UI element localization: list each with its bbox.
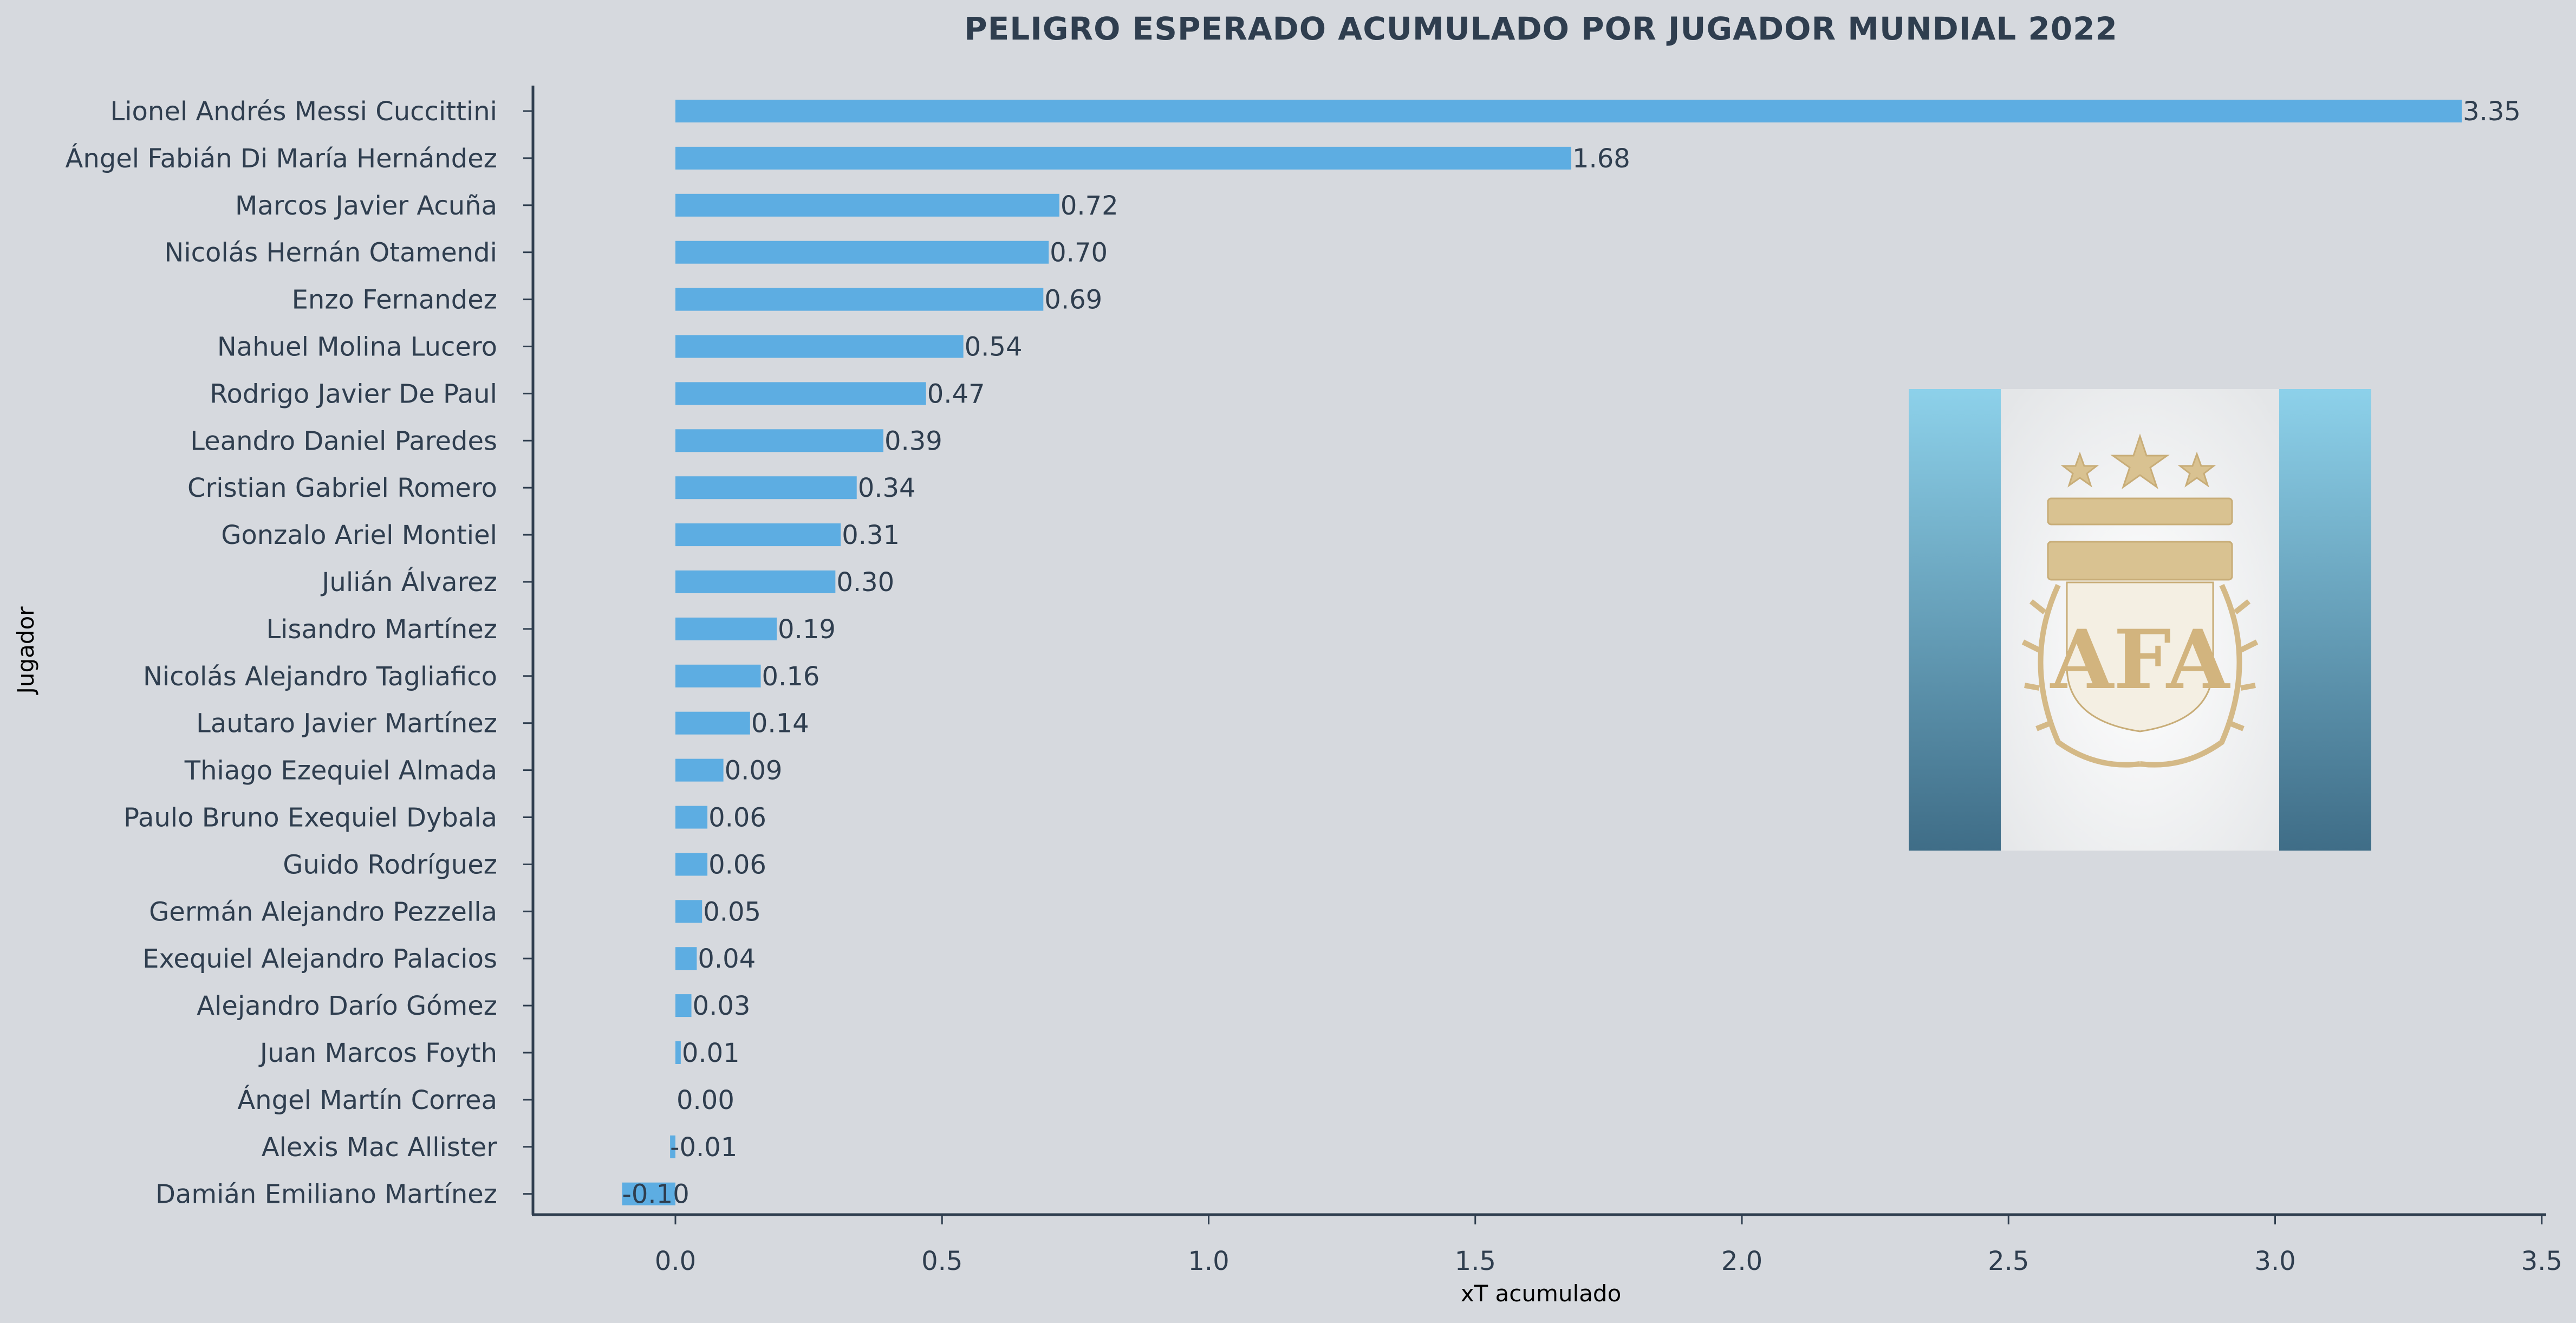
y-axis-label: Jugador bbox=[12, 606, 39, 696]
bar bbox=[675, 664, 761, 688]
chart-title: PELIGRO ESPERADO ACUMULADO POR JUGADOR M… bbox=[964, 10, 2118, 47]
bar bbox=[675, 241, 1049, 264]
category-label: Alejandro Darío Gómez bbox=[197, 991, 497, 1021]
bar-value-label: 0.06 bbox=[708, 803, 766, 833]
bar-value-label: 0.14 bbox=[751, 709, 809, 739]
category-label: Enzo Fernandez bbox=[292, 285, 497, 315]
category-label: Exequiel Alejandro Palacios bbox=[142, 944, 497, 974]
x-tick-label: 0.5 bbox=[921, 1246, 962, 1276]
category-label: Lisandro Martínez bbox=[266, 614, 497, 645]
bar bbox=[675, 806, 708, 829]
bar bbox=[675, 711, 750, 735]
category-label: Nahuel Molina Lucero bbox=[217, 332, 497, 362]
bar-value-label: 0.16 bbox=[762, 662, 820, 692]
category-label: Ángel Fabián Di María Hernández bbox=[66, 143, 497, 174]
bar-value-label: 0.05 bbox=[703, 897, 761, 927]
bar-value-label: 0.06 bbox=[708, 849, 766, 880]
category-label: Cristian Gabriel Romero bbox=[187, 473, 497, 503]
category-label: Ángel Martín Correa bbox=[237, 1085, 497, 1116]
bar bbox=[675, 146, 1571, 170]
category-label: Marcos Javier Acuña bbox=[235, 191, 497, 221]
bar bbox=[675, 900, 702, 923]
x-ticks-group: 0.0 0.5 1.0 1.5 2.0 2.5 3.0 3.5 bbox=[655, 1216, 2562, 1276]
bar bbox=[675, 335, 964, 358]
bar-value-label: 0.30 bbox=[836, 567, 894, 598]
bar bbox=[675, 193, 1059, 217]
category-label: Paulo Bruno Exequiel Dybala bbox=[123, 803, 497, 833]
category-label: Juan Marcos Foyth bbox=[258, 1038, 497, 1068]
bars-group bbox=[622, 100, 2462, 1205]
afa-crest-text: AFA bbox=[2050, 612, 2231, 708]
afa-crest-icon: AFA bbox=[1909, 389, 2371, 851]
x-tick-label: 2.5 bbox=[1988, 1246, 2029, 1276]
category-label: Lautaro Javier Martínez bbox=[196, 709, 497, 739]
bar bbox=[675, 1041, 681, 1064]
bar bbox=[675, 570, 836, 593]
bar-value-label: -0.01 bbox=[670, 1132, 737, 1163]
bar-value-label: 0.34 bbox=[858, 473, 916, 503]
value-labels-group: 3.35 1.68 0.72 0.70 0.69 0.54 0.47 0.39 0.34 0.31… bbox=[622, 96, 2521, 1210]
x-tick-label: 2.0 bbox=[1721, 1246, 1762, 1276]
bar-value-label: 0.01 bbox=[682, 1038, 740, 1068]
bar-value-label: 0.69 bbox=[1044, 285, 1102, 315]
bar-value-label: 0.72 bbox=[1061, 191, 1118, 221]
bar-value-label: 3.35 bbox=[2463, 96, 2521, 127]
category-label: Alexis Mac Allister bbox=[262, 1132, 498, 1163]
bar bbox=[675, 382, 926, 405]
bar bbox=[675, 476, 857, 500]
bar bbox=[670, 1135, 675, 1158]
category-label: Germán Alejandro Pezzella bbox=[149, 897, 497, 927]
category-label: Gonzalo Ariel Montiel bbox=[221, 520, 497, 550]
bar-value-label: 0.04 bbox=[698, 944, 756, 974]
bar-value-label: 0.54 bbox=[965, 332, 1023, 362]
bar bbox=[675, 994, 692, 1017]
x-tick-label: 1.5 bbox=[1455, 1246, 1496, 1276]
category-label: Nicolás Hernán Otamendi bbox=[164, 238, 497, 268]
x-tick-label: 1.0 bbox=[1188, 1246, 1229, 1276]
x-axis-label: xT acumulado bbox=[1461, 1280, 1622, 1307]
category-label: Leandro Daniel Paredes bbox=[190, 426, 497, 456]
bar bbox=[675, 288, 1044, 311]
category-label: Rodrigo Javier De Paul bbox=[210, 379, 497, 409]
category-label: Guido Rodríguez bbox=[283, 849, 497, 880]
bar-value-label: 0.19 bbox=[778, 614, 836, 645]
bar bbox=[675, 617, 777, 640]
category-label: Lionel Andrés Messi Cuccittini bbox=[110, 96, 497, 127]
bar bbox=[675, 853, 708, 876]
x-tick-label: 3.5 bbox=[2521, 1246, 2562, 1276]
category-label: Damián Emiliano Martínez bbox=[155, 1179, 497, 1210]
bar-value-label: 0.70 bbox=[1050, 238, 1108, 268]
x-tick-label: 3.0 bbox=[2254, 1246, 2295, 1276]
bar-value-label: 0.00 bbox=[676, 1085, 734, 1116]
category-label: Nicolás Alejandro Tagliafico bbox=[143, 662, 497, 692]
bar-value-label: 0.39 bbox=[884, 426, 942, 456]
x-tick-label: 0.0 bbox=[655, 1246, 696, 1276]
bar bbox=[675, 429, 883, 452]
bar-value-label: 1.68 bbox=[1572, 144, 1630, 174]
bar bbox=[675, 523, 841, 547]
bar-value-label: 0.47 bbox=[927, 379, 985, 409]
category-labels-group: Lionel Andrés Messi Cuccittini Ángel Fabi… bbox=[66, 96, 532, 1210]
bar-value-label: 0.09 bbox=[725, 756, 783, 786]
bar bbox=[675, 100, 2462, 122]
bar-value-label: 0.03 bbox=[693, 991, 751, 1021]
category-label: Julián Álvarez bbox=[320, 567, 497, 598]
bar-value-label: -0.10 bbox=[622, 1179, 689, 1210]
bar bbox=[622, 1182, 675, 1205]
bar bbox=[675, 947, 697, 970]
bar bbox=[675, 758, 724, 782]
category-label: Thiago Ezequiel Almada bbox=[184, 756, 497, 786]
bar-value-label: 0.31 bbox=[842, 520, 900, 550]
